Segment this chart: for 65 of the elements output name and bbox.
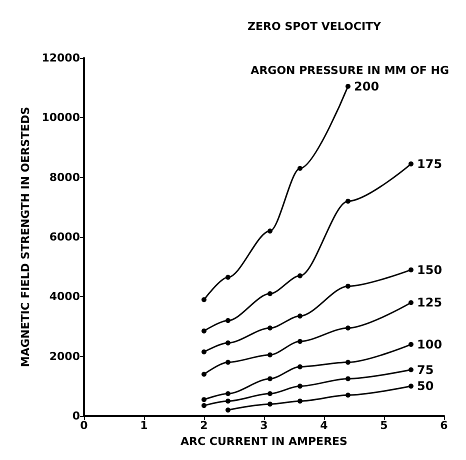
point bbox=[202, 297, 206, 302]
point bbox=[202, 349, 206, 354]
chart-title: ZERO SPOT VELOCITY bbox=[248, 20, 382, 33]
point bbox=[202, 328, 206, 334]
x-tick-label: 4 bbox=[320, 419, 328, 432]
point bbox=[408, 342, 414, 347]
x-tick-label: 5 bbox=[380, 419, 388, 432]
x-tick-label: 2 bbox=[200, 419, 208, 432]
point bbox=[298, 398, 302, 404]
point bbox=[346, 325, 350, 330]
point bbox=[298, 273, 302, 278]
point bbox=[268, 228, 272, 234]
point bbox=[408, 300, 414, 306]
point bbox=[346, 360, 350, 365]
x-tick-label: 6 bbox=[440, 419, 448, 432]
y-tick-label: 0 bbox=[72, 410, 80, 422]
point bbox=[226, 274, 230, 280]
x-tick-label: 1 bbox=[140, 419, 148, 432]
point bbox=[346, 284, 350, 289]
point bbox=[298, 384, 302, 389]
point bbox=[298, 166, 302, 171]
y-tick-label: 2000 bbox=[49, 350, 80, 363]
series-label: 150 bbox=[417, 262, 442, 277]
point bbox=[408, 384, 414, 389]
x-tick-label: 3 bbox=[260, 419, 268, 432]
point bbox=[346, 392, 350, 398]
point bbox=[226, 318, 230, 324]
series-label: 100 bbox=[417, 337, 442, 352]
point bbox=[226, 391, 230, 396]
y-tick-label: 8000 bbox=[49, 170, 80, 184]
point bbox=[268, 402, 272, 407]
point bbox=[298, 364, 302, 370]
point bbox=[202, 403, 206, 408]
point bbox=[268, 391, 272, 396]
y-tick-label: 6000 bbox=[49, 230, 80, 244]
point bbox=[268, 352, 272, 358]
point bbox=[226, 398, 230, 404]
point bbox=[226, 340, 230, 346]
point bbox=[268, 325, 272, 330]
point bbox=[226, 360, 230, 365]
series-label: 50 bbox=[417, 379, 434, 394]
series-label: 200 bbox=[354, 79, 380, 94]
point bbox=[268, 376, 272, 382]
point bbox=[298, 314, 302, 319]
series-label: 175 bbox=[417, 156, 442, 171]
legend-title: ARGON PRESSURE IN MM OF HG bbox=[250, 64, 450, 77]
series-label: 75 bbox=[417, 362, 434, 377]
point bbox=[202, 372, 206, 377]
x-axis-title: ARC CURRENT IN AMPERES bbox=[180, 435, 348, 448]
point bbox=[408, 267, 414, 272]
series-label: 125 bbox=[417, 296, 442, 310]
x-tick-label: 0 bbox=[80, 419, 88, 432]
point bbox=[346, 198, 350, 204]
point bbox=[268, 291, 272, 296]
point bbox=[346, 84, 350, 89]
point bbox=[408, 367, 414, 372]
y-axis-title: MAGNETIC FIELD STRENGTH IN OERSTEDS bbox=[18, 106, 32, 368]
point bbox=[298, 338, 302, 344]
point bbox=[202, 397, 206, 402]
y-tick-label: 4000 bbox=[49, 290, 80, 304]
y-tick-label: 12000 bbox=[42, 52, 80, 64]
point bbox=[408, 161, 414, 166]
point bbox=[226, 408, 230, 413]
point bbox=[346, 376, 350, 382]
y-tick-label: 10000 bbox=[42, 111, 80, 124]
